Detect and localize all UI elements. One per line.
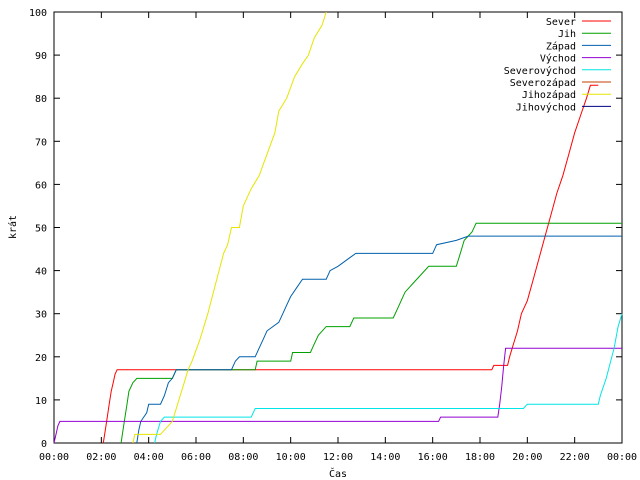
y-tick-label: 40 bbox=[35, 267, 47, 278]
x-tick-label: 14:00 bbox=[370, 452, 400, 463]
x-tick-label: 10:00 bbox=[276, 452, 306, 463]
x-tick-label: 04:00 bbox=[134, 452, 164, 463]
series-line-zapad bbox=[136, 235, 622, 444]
y-axis: 0 10 20 30 40 50 60 70 80 90 100 bbox=[29, 8, 622, 450]
x-tick-label: 22:00 bbox=[560, 452, 590, 463]
legend-label-sever: Sever bbox=[546, 17, 576, 28]
x-tick-label: 20:00 bbox=[512, 452, 542, 463]
legend: SeverJihZápadVýchodSeverovýchodSeverozáp… bbox=[504, 17, 611, 113]
legend-label-jihovychod: Jihovýchod bbox=[516, 101, 576, 113]
y-tick-label: 10 bbox=[35, 396, 47, 407]
x-tick-label: 06:00 bbox=[181, 452, 211, 463]
series-line-vychod bbox=[53, 347, 622, 444]
legend-label-zapad: Západ bbox=[546, 40, 576, 52]
x-tick-label: 18:00 bbox=[465, 452, 495, 463]
x-tick-label: 08:00 bbox=[228, 452, 258, 463]
legend-label-vychod: Východ bbox=[540, 53, 576, 65]
y-tick-label: 100 bbox=[29, 8, 47, 19]
x-axis: 00:00 02:00 04:00 06:00 08:00 10:00 12:00 14:00… bbox=[39, 12, 637, 463]
x-tick-label: 12:00 bbox=[323, 452, 353, 463]
x-tick-label: 00:00 bbox=[607, 452, 637, 463]
y-tick-label: 70 bbox=[35, 137, 47, 148]
series-line-jih bbox=[120, 222, 622, 444]
y-tick-label: 30 bbox=[35, 310, 47, 321]
y-tick-label: 90 bbox=[35, 51, 47, 62]
x-axis-label: Čas bbox=[329, 467, 347, 480]
series-line-sever bbox=[102, 84, 599, 444]
series-line-severovychod bbox=[154, 313, 623, 444]
legend-label-jih: Jih bbox=[558, 29, 576, 40]
series-line-jihozapad bbox=[132, 11, 327, 444]
y-tick-label: 60 bbox=[35, 180, 47, 191]
x-tick-label: 16:00 bbox=[418, 452, 448, 463]
y-tick-label: 50 bbox=[35, 224, 47, 235]
legend-label-severovychod: Severovýchod bbox=[504, 65, 576, 77]
y-tick-label: 80 bbox=[35, 94, 47, 105]
legend-label-severozapad: Severozápad bbox=[510, 77, 576, 89]
y-tick-label: 0 bbox=[41, 439, 47, 450]
x-tick-label: 02:00 bbox=[86, 452, 116, 463]
x-tick-label: 00:00 bbox=[39, 452, 69, 463]
legend-label-jihozapad: Jihozápad bbox=[522, 89, 576, 101]
y-axis-label: krát bbox=[7, 215, 19, 239]
series-group bbox=[53, 11, 623, 444]
y-tick-label: 20 bbox=[35, 353, 47, 364]
